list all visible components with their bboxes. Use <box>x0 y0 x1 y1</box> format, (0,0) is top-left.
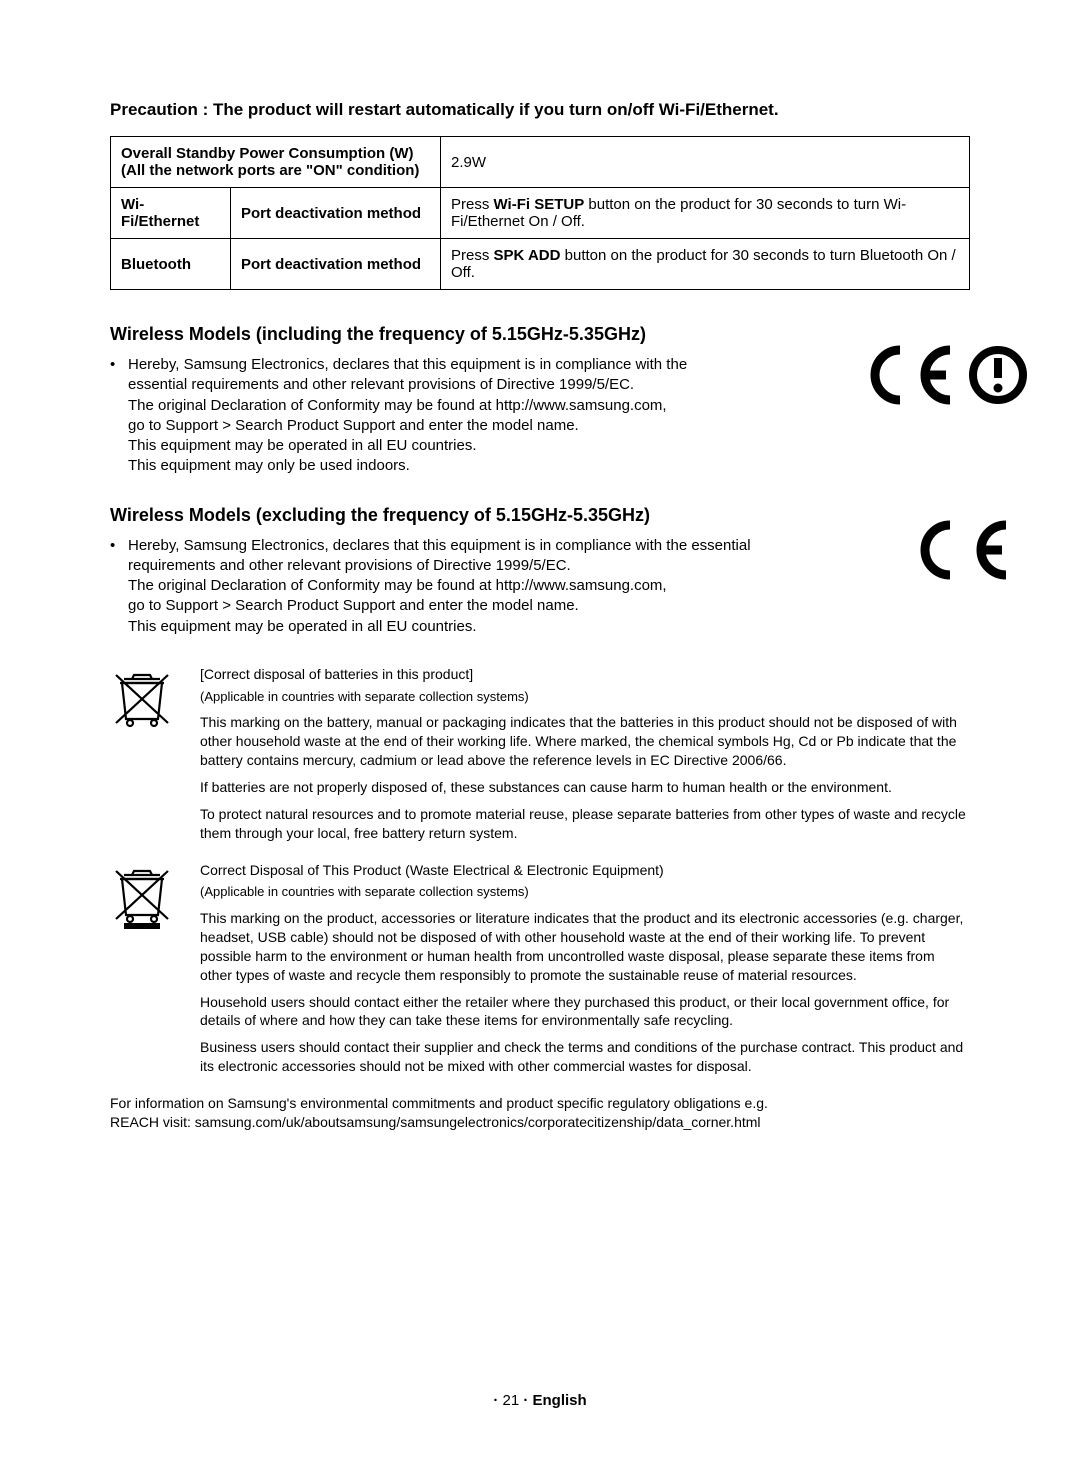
crossed-bin-icon <box>110 665 200 851</box>
weee-disposal-block: Correct Disposal of This Product (Waste … <box>110 861 970 1085</box>
sec2-line: The original Declaration of Conformity m… <box>128 576 751 596</box>
section-title: Wireless Models (excluding the frequency… <box>110 505 970 526</box>
crossed-bin-bar-icon <box>110 861 200 1085</box>
ce-alert-mark-icon <box>860 344 1030 411</box>
sec1-line: This equipment may only be used indoors. <box>128 456 687 476</box>
disposal-p: Business users should contact their supp… <box>200 1038 970 1076</box>
disposal-p: This marking on the product, accessories… <box>200 909 970 985</box>
sec2-line: Hereby, Samsung Electronics, declares th… <box>128 536 751 556</box>
wifi-desc-pre: Press <box>451 196 494 213</box>
sec1-line: Hereby, Samsung Electronics, declares th… <box>128 355 687 375</box>
footer-dot: · <box>493 1392 498 1409</box>
disposal-p: Household users should contact either th… <box>200 993 970 1031</box>
bullet-text: Hereby, Samsung Electronics, declares th… <box>128 536 751 637</box>
env-line: REACH visit: samsung.com/uk/aboutsamsung… <box>110 1113 970 1132</box>
table-row: Wi-Fi/Ethernet Port deactivation method … <box>111 188 970 239</box>
bt-tech-cell: Bluetooth <box>111 239 231 290</box>
sec2-line: requirements and other relevant provisio… <box>128 556 751 576</box>
standby-label-a: Overall Standby Power Consumption (W) <box>121 145 430 162</box>
env-line: For information on Samsung's environment… <box>110 1094 970 1113</box>
bt-desc-bold: SPK ADD <box>494 247 561 264</box>
wifi-desc-cell: Press Wi-Fi SETUP button on the product … <box>441 188 970 239</box>
wifi-tech-cell: Wi-Fi/Ethernet <box>111 188 231 239</box>
bullet-text: Hereby, Samsung Electronics, declares th… <box>128 355 687 477</box>
page-footer: · 21 · English <box>0 1392 1080 1409</box>
page-number: 21 <box>502 1392 519 1409</box>
ce-mark-icon <box>910 519 1030 586</box>
bullet-icon: • <box>110 355 128 477</box>
footer-lang: English <box>533 1392 587 1409</box>
wireless-including-section: Wireless Models (including the frequency… <box>110 324 970 477</box>
bt-desc-pre: Press <box>451 247 494 264</box>
bt-method-cell: Port deactivation method <box>231 239 441 290</box>
wifi-method-cell: Port deactivation method <box>231 188 441 239</box>
sec1-line: go to Support > Search Product Support a… <box>128 416 687 436</box>
disposal-p: If batteries are not properly disposed o… <box>200 778 970 797</box>
precaution-heading: Precaution : The product will restart au… <box>110 100 970 120</box>
standby-value-cell: 2.9W <box>441 137 970 188</box>
disposal-sub: (Applicable in countries with separate c… <box>200 688 970 706</box>
standby-label-b: (All the network ports are "ON" conditio… <box>121 162 430 179</box>
spec-table: Overall Standby Power Consumption (W) (A… <box>110 136 970 290</box>
table-row: Overall Standby Power Consumption (W) (A… <box>111 137 970 188</box>
disposal-title: Correct Disposal of This Product (Waste … <box>200 861 970 880</box>
sec1-line: This equipment may be operated in all EU… <box>128 436 687 456</box>
disposal-p: To protect natural resources and to prom… <box>200 805 970 843</box>
sec2-line: This equipment may be operated in all EU… <box>128 617 751 637</box>
env-footer-text: For information on Samsung's environment… <box>110 1094 970 1132</box>
battery-disposal-text: [Correct disposal of batteries in this p… <box>200 665 970 851</box>
sec1-line: The original Declaration of Conformity m… <box>128 396 687 416</box>
table-row: Bluetooth Port deactivation method Press… <box>111 239 970 290</box>
disposal-sub: (Applicable in countries with separate c… <box>200 883 970 901</box>
wireless-excluding-section: Wireless Models (excluding the frequency… <box>110 505 970 637</box>
wifi-desc-bold: Wi-Fi SETUP <box>494 196 585 213</box>
sec1-line: essential requirements and other relevan… <box>128 375 687 395</box>
bt-desc-cell: Press SPK ADD button on the product for … <box>441 239 970 290</box>
disposal-title: [Correct disposal of batteries in this p… <box>200 665 970 684</box>
standby-label-cell: Overall Standby Power Consumption (W) (A… <box>111 137 441 188</box>
bullet-icon: • <box>110 536 128 637</box>
battery-disposal-block: [Correct disposal of batteries in this p… <box>110 665 970 851</box>
disposal-p: This marking on the battery, manual or p… <box>200 713 970 770</box>
section-title: Wireless Models (including the frequency… <box>110 324 970 345</box>
sec2-line: go to Support > Search Product Support a… <box>128 596 751 616</box>
weee-disposal-text: Correct Disposal of This Product (Waste … <box>200 861 970 1085</box>
footer-dot: · <box>523 1392 528 1409</box>
